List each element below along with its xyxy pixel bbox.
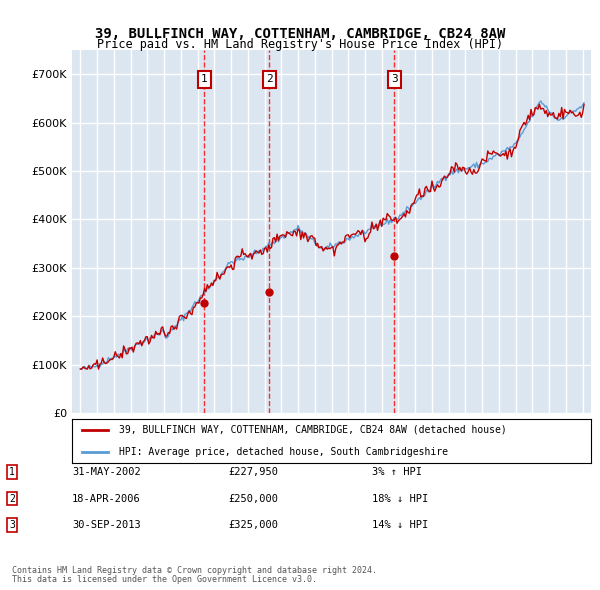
Text: £325,000: £325,000: [228, 520, 278, 530]
Text: 39, BULLFINCH WAY, COTTENHAM, CAMBRIDGE, CB24 8AW (detached house): 39, BULLFINCH WAY, COTTENHAM, CAMBRIDGE,…: [119, 425, 506, 435]
Text: 31-MAY-2002: 31-MAY-2002: [72, 467, 141, 477]
Text: HPI: Average price, detached house, South Cambridgeshire: HPI: Average price, detached house, Sout…: [119, 447, 448, 457]
Text: 2: 2: [266, 74, 273, 84]
Text: 1: 1: [201, 74, 208, 84]
Text: 2: 2: [9, 494, 15, 503]
Text: Contains HM Land Registry data © Crown copyright and database right 2024.: Contains HM Land Registry data © Crown c…: [12, 566, 377, 575]
Text: £250,000: £250,000: [228, 494, 278, 503]
Text: 14% ↓ HPI: 14% ↓ HPI: [372, 520, 428, 530]
Text: 1: 1: [9, 467, 15, 477]
Text: This data is licensed under the Open Government Licence v3.0.: This data is licensed under the Open Gov…: [12, 575, 317, 584]
Text: Price paid vs. HM Land Registry's House Price Index (HPI): Price paid vs. HM Land Registry's House …: [97, 38, 503, 51]
Text: 18-APR-2006: 18-APR-2006: [72, 494, 141, 503]
Text: £227,950: £227,950: [228, 467, 278, 477]
Text: 3% ↑ HPI: 3% ↑ HPI: [372, 467, 422, 477]
Text: 3: 3: [9, 520, 15, 530]
Text: 3: 3: [391, 74, 398, 84]
Text: 39, BULLFINCH WAY, COTTENHAM, CAMBRIDGE, CB24 8AW: 39, BULLFINCH WAY, COTTENHAM, CAMBRIDGE,…: [95, 27, 505, 41]
Text: 18% ↓ HPI: 18% ↓ HPI: [372, 494, 428, 503]
Text: 30-SEP-2013: 30-SEP-2013: [72, 520, 141, 530]
